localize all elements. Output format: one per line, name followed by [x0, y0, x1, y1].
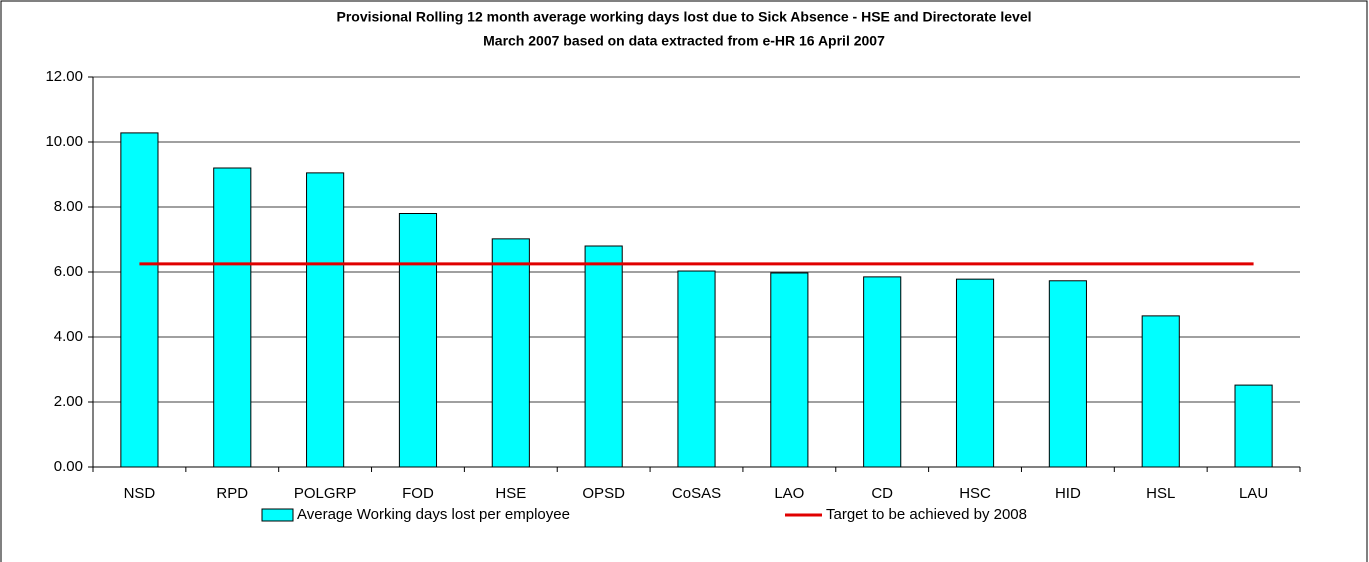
bar [955, 278, 995, 468]
x-tick-label: LAU [1239, 485, 1268, 502]
chart-title: Provisional Rolling 12 month average wor… [336, 9, 1031, 25]
bar [120, 132, 159, 468]
bar [1141, 315, 1180, 468]
x-tick-label: HSC [959, 485, 991, 502]
y-tick-label: 8.00 [54, 198, 83, 215]
y-tick-label: 2.00 [54, 393, 83, 410]
legend-label: Target to be achieved by 2008 [826, 506, 1027, 523]
bar [398, 213, 438, 468]
x-tick-label: HSL [1146, 485, 1175, 502]
y-tick-label: 0.00 [54, 458, 83, 475]
x-tick-label: CoSAS [672, 485, 721, 502]
bar [491, 238, 530, 468]
bar [1048, 280, 1087, 468]
legend-label: Average Working days lost per employee [297, 506, 570, 523]
bar [213, 167, 252, 468]
chart-subtitle: March 2007 based on data extracted from … [483, 33, 885, 49]
bar [863, 276, 902, 468]
y-tick-label: 4.00 [54, 328, 83, 345]
x-tick-label: HSE [495, 485, 526, 502]
x-tick-label: FOD [402, 485, 434, 502]
x-tick-label: RPD [216, 485, 248, 502]
x-tick-label: HID [1055, 485, 1081, 502]
x-tick-label: LAO [774, 485, 804, 502]
x-tick-label: CD [871, 485, 893, 502]
bar [584, 245, 623, 468]
bar [1234, 384, 1273, 468]
x-tick-label: OPSD [582, 485, 625, 502]
legend-swatch [261, 508, 294, 522]
y-tick-label: 6.00 [54, 263, 83, 280]
x-tick-label: NSD [124, 485, 156, 502]
bar [306, 172, 345, 468]
bar [677, 270, 716, 468]
x-tick-label: POLGRP [294, 485, 357, 502]
y-tick-label: 12.00 [45, 68, 83, 85]
bar [770, 272, 809, 468]
y-tick-label: 10.00 [45, 133, 83, 150]
